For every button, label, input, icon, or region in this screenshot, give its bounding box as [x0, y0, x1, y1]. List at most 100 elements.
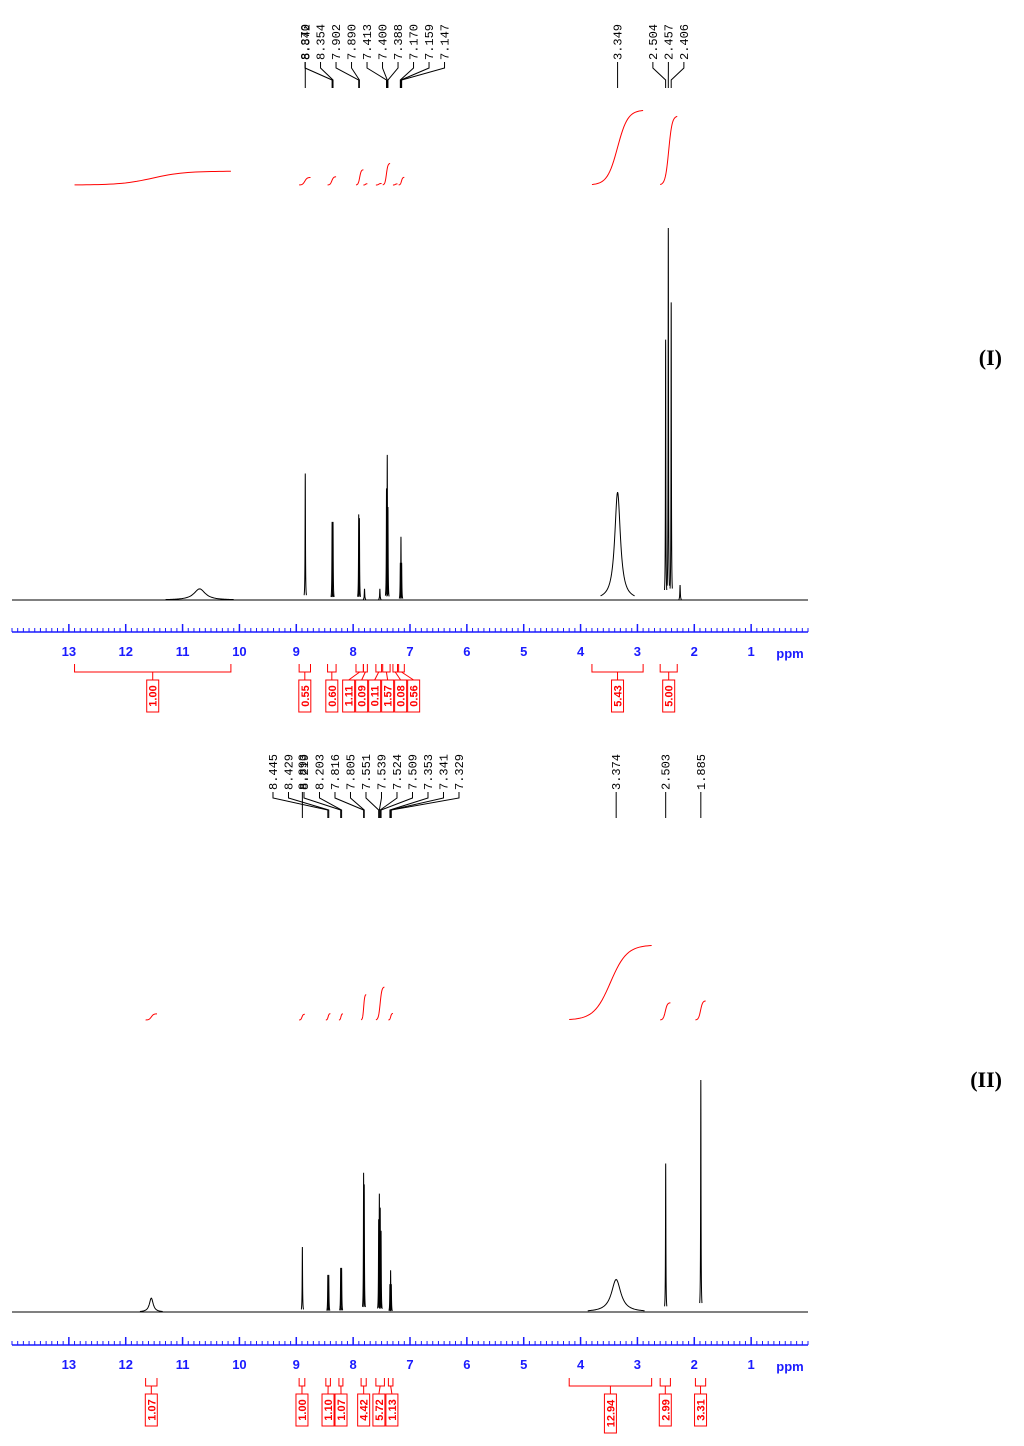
peak	[389, 1270, 393, 1311]
integral-bracket	[398, 664, 405, 673]
peak	[357, 514, 361, 597]
integral-bracket	[375, 1378, 385, 1387]
integral-curve	[145, 1013, 158, 1021]
integral-curve	[398, 176, 405, 186]
integral-bracket	[74, 664, 232, 673]
peak	[600, 491, 635, 597]
integral-label: 1.00	[297, 1399, 309, 1420]
peak	[362, 588, 367, 601]
integral-label: 2.99	[660, 1399, 672, 1420]
integral-leader	[390, 1385, 393, 1395]
x-tick-label: 1	[748, 1357, 755, 1372]
peak-leader	[380, 792, 413, 818]
integral-bracket	[145, 1378, 158, 1387]
peak	[663, 339, 668, 591]
integral-curve	[569, 945, 652, 1020]
peak	[339, 1267, 343, 1311]
x-tick-label: 11	[176, 1357, 190, 1372]
integral-box	[146, 679, 160, 713]
x-tick-label: 13	[62, 644, 76, 659]
integral-box	[321, 1393, 335, 1427]
integral-bracket	[327, 664, 337, 673]
integral-bracket	[392, 664, 398, 673]
peak	[666, 227, 670, 586]
peak-label: 7.902	[330, 24, 344, 60]
peak	[386, 506, 390, 597]
integral-curve	[382, 162, 391, 186]
integral-label: 0.09	[357, 685, 369, 706]
x-tick-label: 8	[350, 1357, 357, 1372]
integral-box	[372, 1393, 386, 1427]
integral-box	[342, 679, 356, 713]
x-tick-label: 10	[232, 1357, 246, 1372]
integral-bracket	[659, 1378, 671, 1387]
integral-box	[407, 679, 421, 713]
integral-box	[295, 1393, 309, 1427]
x-tick-label: 10	[232, 644, 246, 659]
x-tick-label: 9	[293, 1357, 300, 1372]
integral-bracket	[591, 664, 644, 673]
integral-box	[381, 679, 395, 713]
peak-label: 2.504	[647, 24, 661, 60]
peak-label: 7.170	[408, 24, 422, 60]
integral-label: 5.00	[664, 685, 676, 706]
peak-label: 7.400	[377, 24, 391, 60]
peak	[378, 588, 382, 601]
peak-label: 7.159	[423, 24, 437, 60]
integral-box	[694, 1393, 708, 1427]
peak	[587, 1278, 645, 1312]
peak	[331, 521, 335, 598]
peak-leader	[670, 62, 685, 88]
peak	[379, 1230, 383, 1309]
integral-box	[662, 679, 676, 713]
peak	[699, 1079, 703, 1304]
peak	[385, 454, 389, 595]
integral-curve	[360, 994, 367, 1021]
integral-label: 1.13	[387, 1399, 399, 1420]
integral-curve	[363, 183, 368, 186]
x-tick-label: 4	[577, 1357, 585, 1372]
integral-box	[394, 679, 408, 713]
peak-label: 7.353	[422, 754, 436, 790]
x-tick-label: 4	[577, 644, 585, 659]
integral-curve	[660, 115, 678, 186]
integral-curve	[392, 183, 398, 186]
integral-curve	[74, 170, 231, 186]
peak	[664, 1163, 668, 1307]
peak-label: 3.374	[610, 754, 624, 790]
integral-box	[325, 679, 339, 713]
integral-leader	[401, 671, 414, 681]
x-tick-label: 5	[520, 644, 527, 659]
peak-leader	[378, 792, 382, 818]
peak-label: 1.885	[695, 754, 709, 790]
x-tick-label: 13	[62, 1357, 76, 1372]
integral-curve	[338, 1013, 343, 1021]
peak-label: 8.842	[299, 24, 313, 60]
integral-bracket	[325, 1378, 331, 1387]
integral-bracket	[694, 1378, 707, 1387]
peak-label: 7.329	[453, 754, 467, 790]
x-tick-label: 7	[406, 644, 413, 659]
peak	[357, 518, 362, 597]
peak	[139, 1297, 163, 1312]
peak-leader	[390, 792, 444, 818]
peak-label: 7.890	[346, 24, 360, 60]
integral-bracket	[382, 664, 391, 673]
integral-label: 0.55	[300, 685, 312, 706]
integral-box	[611, 679, 625, 713]
x-tick-label: 3	[634, 644, 641, 659]
peak-leader	[365, 792, 380, 818]
integral-box	[298, 679, 312, 713]
peak-leader	[351, 62, 360, 88]
peak-leader	[387, 62, 399, 88]
x-tick-label: 2	[691, 644, 698, 659]
peak	[327, 1274, 331, 1311]
integral-bracket	[360, 1378, 367, 1387]
integral-box	[144, 1393, 158, 1427]
peak-leader	[303, 792, 342, 818]
integral-label: 0.11	[370, 686, 382, 707]
x-axis-label: ppm	[776, 1359, 803, 1374]
peak-label: 7.413	[361, 24, 375, 60]
peak-leader	[400, 62, 430, 88]
